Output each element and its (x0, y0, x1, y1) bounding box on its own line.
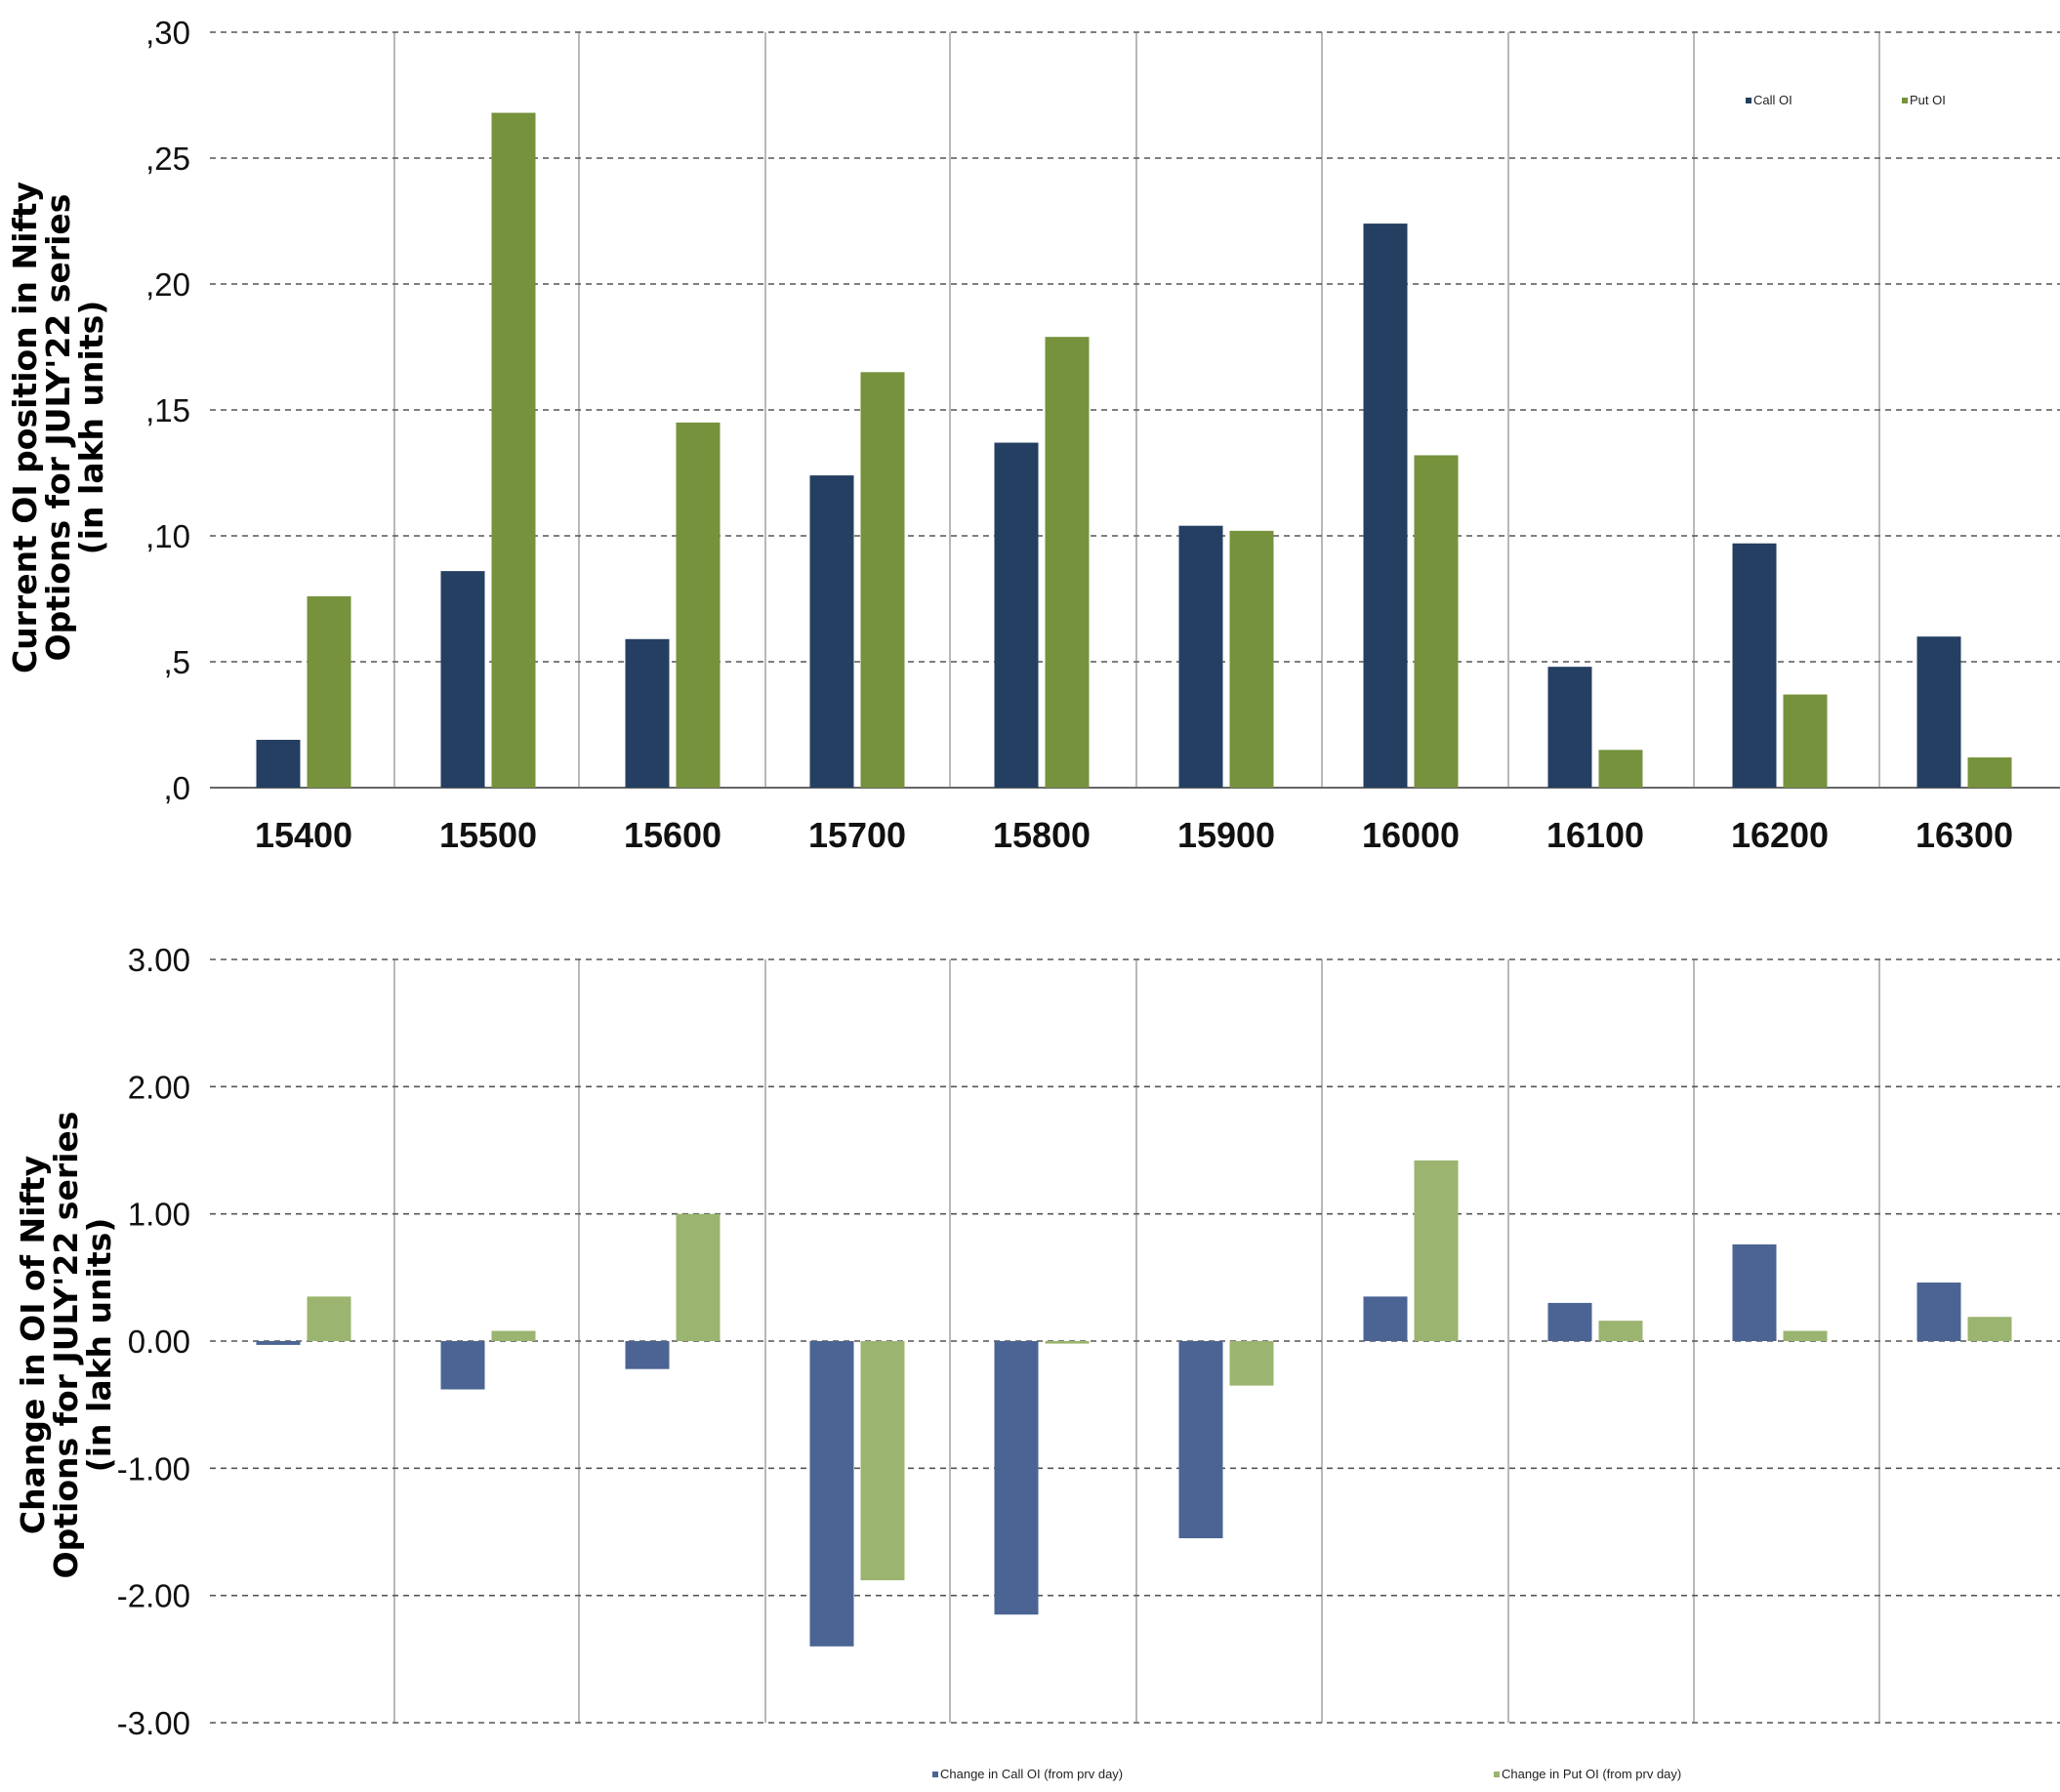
change-call-oi-bar (440, 1341, 485, 1390)
y-tick-label: ,10 (145, 518, 190, 554)
x-tick-label: 16000 (1362, 815, 1460, 855)
legend-label: Change in Put OI (from prv day) (1502, 1767, 1681, 1781)
change-put-oi-bar (1414, 1160, 1459, 1341)
change-put-oi-bar (860, 1341, 905, 1581)
call-oi-bar (1916, 636, 1961, 788)
y-tick-label: ,25 (145, 141, 190, 177)
put-oi-bar (1045, 337, 1090, 788)
y-tick-label: ,0 (163, 770, 190, 806)
y-tick-label: 3.00 (128, 942, 190, 978)
change-call-oi-bar (1363, 1296, 1408, 1341)
legend-label: Call OI (1753, 93, 1792, 107)
y-tick-label: -2.00 (117, 1578, 190, 1614)
change-call-oi-bar (1916, 1283, 1961, 1341)
change-put-oi-bar (1783, 1330, 1828, 1341)
put-oi-bar (1967, 757, 2012, 788)
x-tick-label: 16100 (1546, 815, 1644, 855)
y-tick-label: ,15 (145, 392, 190, 428)
y-axis-label-line: (in lakh units) (80, 1218, 118, 1473)
change-call-oi-bar (994, 1341, 1039, 1615)
change-call-oi-bar (809, 1341, 854, 1647)
put-oi-bar (1229, 530, 1274, 788)
legend-swatch (1494, 1772, 1500, 1777)
y-tick-label: ,5 (163, 644, 190, 680)
legend: Call OI Put OI (1746, 93, 1946, 107)
x-tick-label: 15900 (1177, 815, 1275, 855)
x-tick-label: 15600 (624, 815, 721, 855)
legend-swatch (932, 1772, 938, 1777)
change-put-oi-bar (1229, 1341, 1274, 1386)
change-call-oi-bar (1547, 1302, 1592, 1341)
change-put-oi-bar (491, 1330, 536, 1341)
call-oi-bar (1363, 224, 1408, 788)
x-tick-label: 15700 (808, 815, 906, 855)
legend: Change in Call OI (from prv day) Change i… (932, 1767, 1681, 1781)
change-call-oi-bar (256, 1341, 301, 1345)
put-oi-bar (676, 422, 721, 788)
call-oi-bar (994, 442, 1039, 788)
change-put-oi-bar (307, 1296, 351, 1341)
call-oi-bar (256, 739, 301, 788)
y-axis-label-line: (in lakh units) (72, 301, 110, 555)
y-tick-label: -3.00 (117, 1705, 190, 1741)
change-put-oi-bar (1598, 1321, 1643, 1341)
x-tick-label: 15500 (439, 815, 537, 855)
put-oi-bar (860, 372, 905, 788)
y-tick-label: 0.00 (128, 1324, 190, 1360)
put-oi-bar (307, 595, 351, 788)
y-tick-label: ,30 (145, 15, 190, 51)
x-tick-label: 15400 (255, 815, 352, 855)
legend-label: Put OI (1910, 93, 1946, 107)
y-tick-label: ,20 (145, 266, 190, 303)
y-axis-label-line: Options for JULY'22 series (39, 194, 77, 662)
call-oi-bar (1732, 543, 1777, 788)
call-oi-bar (1178, 525, 1223, 788)
y-tick-label: -1.00 (117, 1450, 190, 1487)
change-call-oi-bar (625, 1341, 670, 1369)
y-axis-label-line: Change in OI of Nifty (14, 1156, 52, 1534)
put-oi-bar (1598, 750, 1643, 788)
put-oi-bar (491, 112, 536, 788)
change-put-oi-bar (1045, 1341, 1090, 1344)
put-oi-bar (1783, 694, 1828, 788)
call-oi-bar (440, 571, 485, 788)
x-tick-label: 16300 (1916, 815, 2013, 855)
change-call-oi-bar (1178, 1341, 1223, 1539)
call-oi-bar (1547, 667, 1592, 788)
change-put-oi-bar (676, 1213, 721, 1341)
y-tick-label: 1.00 (128, 1197, 190, 1233)
y-axis-label-line: Options for JULY'22 series (47, 1112, 85, 1579)
call-oi-bar (809, 475, 854, 788)
legend-label: Change in Call OI (from prv day) (940, 1767, 1123, 1781)
change-call-oi-bar (1732, 1243, 1777, 1341)
y-tick-label: 2.00 (128, 1069, 190, 1105)
x-tick-label: 15800 (993, 815, 1091, 855)
x-tick-label: 16200 (1731, 815, 1829, 855)
legend-swatch (1746, 98, 1751, 103)
call-oi-bar (625, 638, 670, 788)
y-axis-label-line: Current OI position in Nifty (6, 182, 44, 673)
legend-swatch (1902, 98, 1908, 103)
put-oi-bar (1414, 455, 1459, 788)
change-put-oi-bar (1967, 1317, 2012, 1341)
